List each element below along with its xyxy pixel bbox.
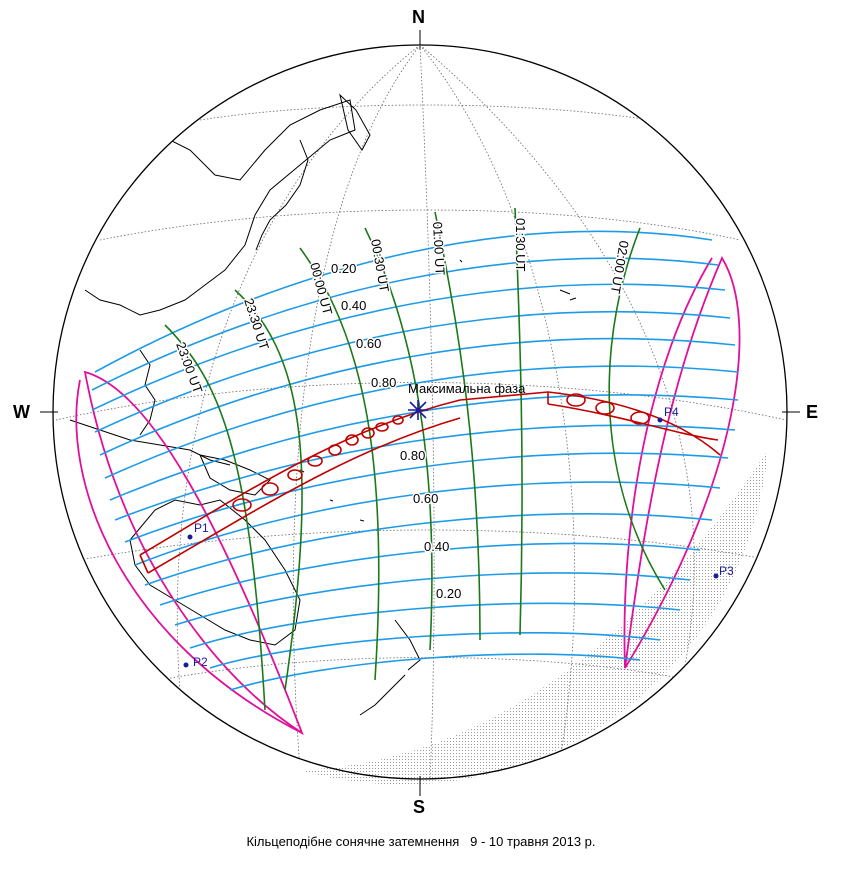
contact-p2-label: P2 [193, 655, 208, 669]
greatest-eclipse-marker [408, 400, 428, 420]
penumbra-limits [75, 256, 741, 736]
annular-path [139, 391, 721, 574]
new-zealand-south [359, 674, 406, 716]
contact-p1-label: P1 [194, 521, 209, 535]
magnitude-label-south-040: 0.40 [424, 539, 449, 554]
contact-p2-dot [183, 662, 189, 668]
australia [129, 499, 301, 646]
max-phase-label: Максимальна фаза [408, 381, 526, 396]
compass-south: S [413, 797, 426, 817]
time-label-0100: 01:00 UT [430, 221, 448, 275]
magnitude-label-north-020: 0.20 [331, 261, 356, 276]
magnitude-curves [91, 230, 739, 691]
contact-p4-dot [657, 417, 663, 423]
magnitude-label-north-080: 0.80 [371, 375, 396, 390]
compass-north: N [412, 7, 425, 27]
magnitude-label-south-020: 0.20 [436, 586, 461, 601]
kamchatka [339, 93, 371, 151]
asia-coast [84, 99, 356, 316]
axis-ticks [40, 30, 800, 796]
time-isochrones [164, 207, 666, 711]
japan [255, 139, 309, 251]
new-zealand-north [394, 619, 421, 671]
contact-p3-label: P3 [719, 564, 734, 578]
time-label-0130: 01:30 UT [513, 218, 528, 272]
compass-west: W [13, 402, 30, 422]
magnitude-label-north-040: 0.40 [341, 298, 366, 313]
magnitude-label-south-080: 0.80 [400, 448, 425, 463]
night-shading [300, 450, 768, 785]
contact-p3-dot [713, 573, 719, 579]
contact-points [183, 417, 719, 668]
contact-p4-label: P4 [664, 405, 679, 419]
map-caption: Кільцеподібне сонячне затемнення 9 - 10 … [246, 834, 596, 849]
magnitude-label-north-060: 0.60 [356, 336, 381, 351]
contact-p1-dot [187, 534, 193, 540]
magnitude-label-south-060: 0.60 [413, 491, 438, 506]
graticule [55, 45, 787, 779]
compass-east: E [806, 402, 819, 422]
